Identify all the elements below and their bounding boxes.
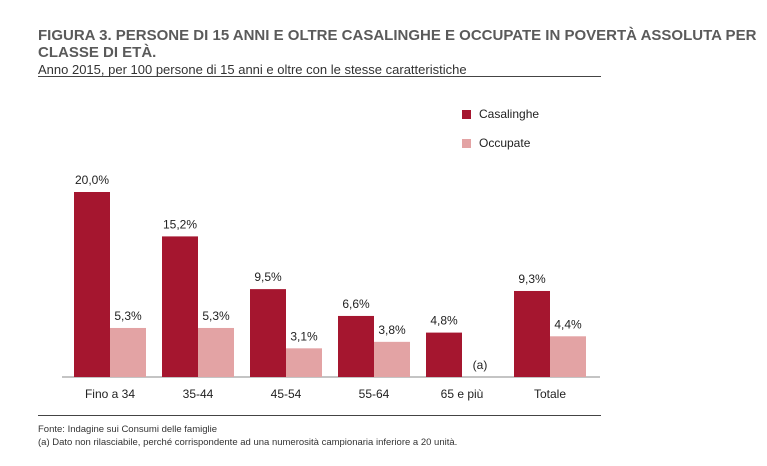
- legend-label-occupate: Occupate: [479, 136, 531, 150]
- data-label-occupate-4: (a): [473, 358, 488, 372]
- data-label-casalinghe-3: 6,6%: [342, 297, 370, 311]
- x-tick-label-3: 55-64: [359, 387, 390, 401]
- x-tick-label-1: 35-44: [183, 387, 214, 401]
- bar-occupate-0: [110, 327, 146, 377]
- data-label-occupate-3: 3,8%: [378, 323, 406, 337]
- x-tick-label-5: Totale: [534, 387, 566, 401]
- footnote-a: (a) Dato non rilasciabile, perché corris…: [38, 437, 458, 448]
- data-label-casalinghe-4: 4,8%: [430, 314, 458, 328]
- data-label-occupate-1: 5,3%: [202, 309, 230, 323]
- data-label-occupate-5: 4,4%: [554, 317, 582, 331]
- legend-swatch-occupate: [462, 138, 471, 148]
- bar-casalinghe-2: [250, 289, 286, 377]
- data-label-casalinghe-5: 9,3%: [518, 272, 546, 286]
- data-label-casalinghe-0: 20,0%: [75, 173, 109, 187]
- chart-title: FIGURA 3. PERSONE DI 15 ANNI E OLTRE CAS…: [38, 27, 758, 78]
- bar-casalinghe-3: [338, 315, 374, 377]
- bar-casalinghe-1: [162, 236, 198, 377]
- chart-notes: Fonte: Indagine sui Consumi delle famigl…: [38, 423, 457, 449]
- chart-title-main: FIGURA 3. PERSONE DI 15 ANNI E OLTRE CAS…: [38, 27, 757, 61]
- bar-casalinghe-4: [426, 332, 462, 377]
- source-note: Fonte: Indagine sui Consumi delle famigl…: [38, 424, 218, 435]
- bar-occupate-1: [198, 327, 234, 377]
- legend-item-casalinghe: Casalinghe: [462, 107, 539, 121]
- data-label-casalinghe-1: 15,2%: [163, 217, 197, 231]
- bar-occupate-5: [550, 336, 586, 377]
- bar-occupate-2: [286, 348, 322, 377]
- title-rule: [38, 76, 601, 77]
- bar-casalinghe-5: [514, 290, 550, 377]
- footer-rule: [38, 415, 601, 416]
- x-tick-label-2: 45-54: [271, 387, 302, 401]
- bar-casalinghe-0: [74, 192, 110, 377]
- x-tick-label-4: 65 e più: [441, 387, 484, 401]
- data-label-occupate-0: 5,3%: [114, 309, 142, 323]
- data-label-occupate-2: 3,1%: [290, 329, 318, 343]
- legend-item-occupate: Occupate: [462, 136, 530, 150]
- legend-label-casalinghe: Casalinghe: [479, 107, 540, 121]
- data-label-casalinghe-2: 9,5%: [254, 270, 282, 284]
- legend-swatch-casalinghe: [462, 109, 471, 119]
- x-tick-label-0: Fino a 34: [85, 387, 135, 401]
- bar-occupate-3: [374, 341, 410, 377]
- chart-subtitle: Anno 2015, per 100 persone di 15 anni e …: [38, 62, 467, 77]
